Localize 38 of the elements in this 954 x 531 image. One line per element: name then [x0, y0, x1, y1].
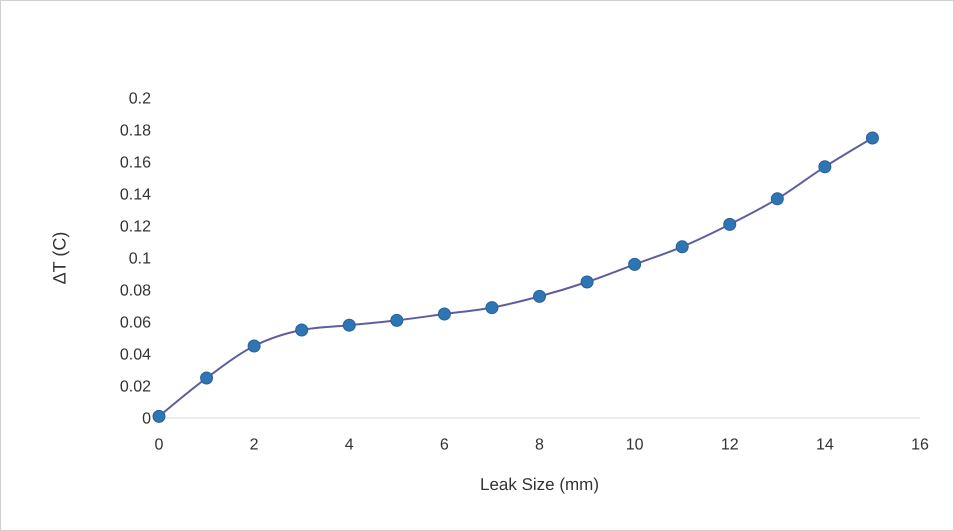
y-tick-label: 0.12 — [120, 218, 152, 236]
point — [438, 308, 451, 320]
point — [390, 314, 404, 327]
y-tick-label: 0.06 — [120, 314, 152, 332]
y-tick-label: 0.04 — [120, 346, 152, 364]
x-tick-label: 2 — [250, 436, 259, 454]
point — [628, 258, 642, 271]
y-tick-label: 0.16 — [120, 154, 152, 172]
point — [200, 372, 214, 384]
y-tick-label: 0.02 — [120, 378, 152, 396]
x-tick-label: 12 — [720, 436, 739, 454]
point — [770, 192, 784, 206]
x-axis-title: Leak Size (mm) — [480, 475, 600, 494]
point — [533, 290, 546, 303]
y-tick-label: 0.18 — [120, 122, 152, 140]
y-axis-title: ΔT (C) — [49, 232, 70, 284]
point — [342, 318, 356, 332]
point — [723, 218, 736, 231]
x-tick-label: 14 — [816, 436, 834, 454]
point — [152, 410, 166, 423]
y-tick-label: 0.14 — [120, 186, 152, 204]
point — [818, 160, 832, 174]
x-tick-label: 0 — [154, 436, 164, 454]
x-tick-label: 10 — [626, 436, 644, 454]
y-tick-label: 0.08 — [120, 282, 152, 300]
point — [866, 132, 879, 144]
point — [295, 324, 308, 336]
point — [676, 240, 689, 254]
x-tick-label: 4 — [344, 436, 354, 454]
y-tick-label: 0.1 — [128, 250, 152, 268]
x-tick-label: 16 — [911, 436, 929, 454]
point — [580, 276, 594, 288]
y-tick-label: 0.2 — [128, 90, 152, 108]
y-tick-label: 0 — [142, 410, 152, 428]
point — [248, 340, 261, 352]
point — [485, 301, 498, 314]
x-tick-label: 6 — [440, 436, 449, 454]
x-tick-label: 8 — [535, 436, 544, 454]
